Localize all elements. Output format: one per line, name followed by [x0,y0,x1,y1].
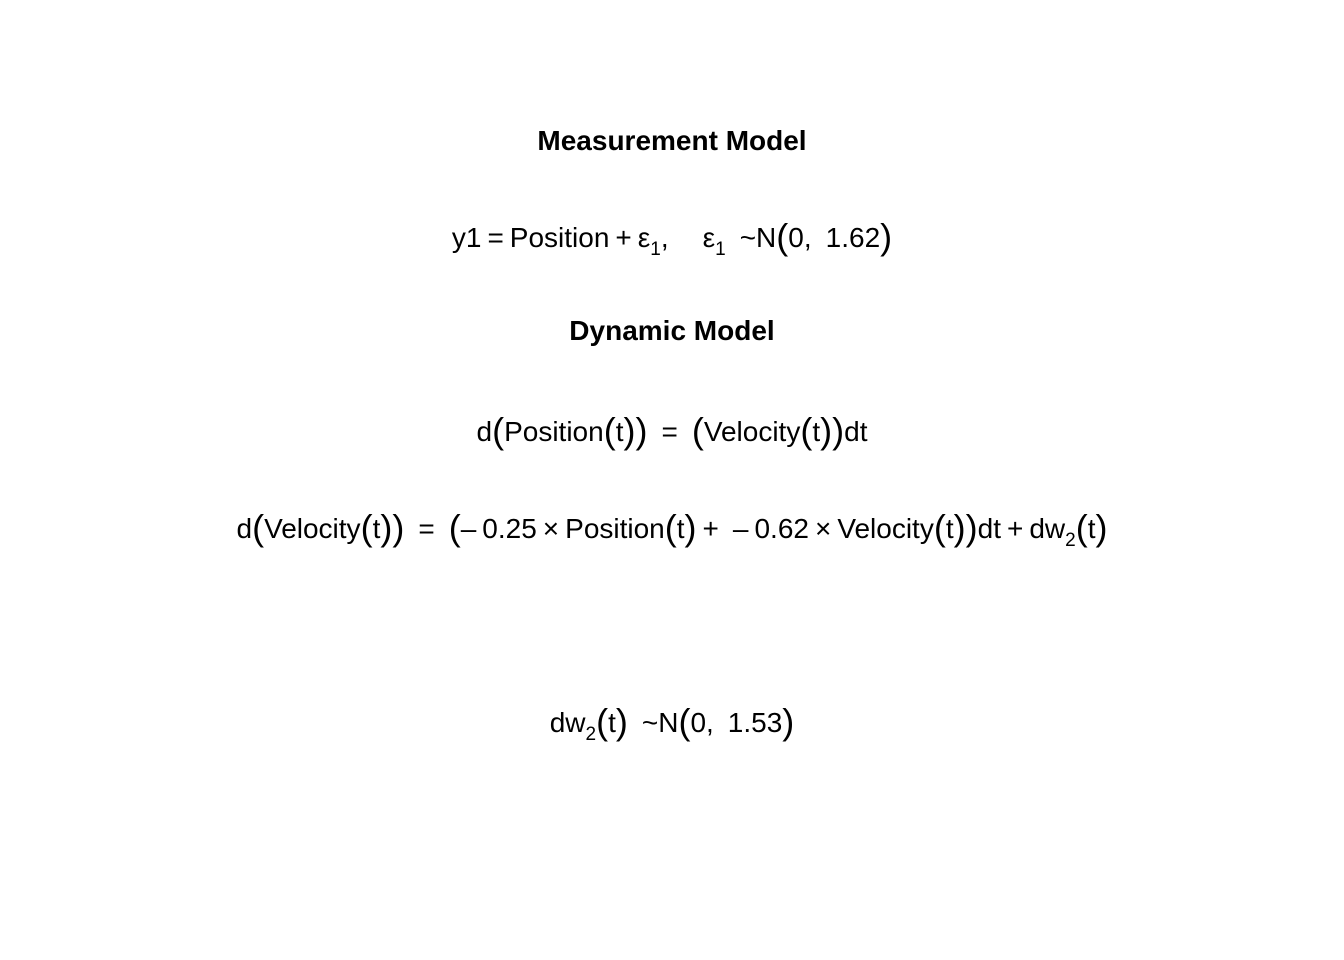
measurement-equation: y1 = Position + ε1, ε1 ~N(0, 1.62) [0,217,1344,262]
open-paren: ( [678,701,691,742]
normal-dist: N [658,707,679,738]
dist-mean: 0 [690,707,707,738]
differential-d: d [476,416,493,447]
minus-sign: – [732,513,749,544]
open-paren: ( [664,507,677,548]
dt-term: dt [977,513,1001,544]
state-velocity: Velocity [703,416,801,447]
dt-term: dt [844,416,868,447]
coefficient-velocity: 0.62 [754,513,809,544]
close-paren: ) [832,410,845,451]
latent-state: Position [509,222,610,253]
open-paren: ( [448,507,461,548]
equals-sign: = [487,222,504,253]
times-sign: × [542,513,560,544]
open-paren: ( [933,507,946,548]
wiener-increment: dw [549,707,586,738]
close-paren: ) [623,410,636,451]
close-paren: ) [820,410,833,451]
noise-equation: dw2(t) ~N(0, 1.53) [0,702,1344,747]
wiener-subscript: 2 [1065,530,1076,551]
tilde-sign: ~ [739,222,757,253]
normal-dist: N [756,222,777,253]
error-subscript: 1 [650,239,661,260]
wiener-subscript: 2 [585,724,597,745]
time-t: t [812,416,821,447]
open-paren: ( [776,216,789,257]
open-paren: ( [691,410,704,451]
close-paren: ) [380,507,393,548]
close-paren: ) [880,216,893,257]
differential-d: d [236,513,253,544]
close-paren: ) [1095,507,1108,548]
plus-sign: + [615,222,632,253]
minus-sign: – [460,513,477,544]
state-velocity: Velocity [264,513,361,544]
equals-sign: = [418,513,435,544]
plus-sign: + [1006,513,1024,544]
time-t: t [372,513,381,544]
dist-variance: 1.53 [727,707,783,738]
equals-sign: = [661,416,678,447]
wiener-increment: dw [1029,513,1066,544]
comma-2: , [803,222,812,253]
time-t: t [676,513,685,544]
open-paren: ( [596,701,609,742]
close-paren: ) [953,507,966,548]
open-paren: ( [603,410,616,451]
open-paren: ( [1075,507,1088,548]
dynamic-model-heading: Dynamic Model [569,315,775,346]
close-paren: ) [392,507,405,548]
time-t: t [615,416,624,447]
observed-variable: y1 [451,222,482,253]
open-paren: ( [360,507,373,548]
dynamic-equation-velocity: d(Velocity(t)) = (– 0.25 × Position(t) + –0.62 ×… [0,508,1344,553]
state-velocity: Velocity [837,513,934,544]
close-paren: ) [684,507,697,548]
close-paren: ) [782,701,795,742]
open-paren: ( [252,507,265,548]
time-t: t [608,707,616,738]
close-paren: ) [635,410,648,451]
time-t: t [945,513,954,544]
error-subscript-2: 1 [715,239,726,260]
close-paren: ) [965,507,978,548]
close-paren: ) [615,701,628,742]
dist-variance: 1.62 [825,222,881,253]
open-paren: ( [800,410,813,451]
plus-sign: + [702,513,719,544]
error-symbol: ε [637,222,651,253]
tilde-sign: ~ [641,707,659,738]
dynamic-equation-position: d(Position(t)) = (Velocity(t))dt [0,411,1344,452]
comma: , [660,222,669,253]
time-t: t [1087,513,1096,544]
open-paren: ( [492,410,505,451]
times-sign: × [814,513,832,544]
coefficient-position: 0.25 [482,513,537,544]
measurement-model-heading: Measurement Model [537,125,807,156]
state-position: Position [504,416,604,447]
error-symbol-2: ε [702,222,716,253]
comma: , [706,707,714,738]
state-position: Position [565,513,665,544]
dist-mean: 0 [788,222,804,253]
